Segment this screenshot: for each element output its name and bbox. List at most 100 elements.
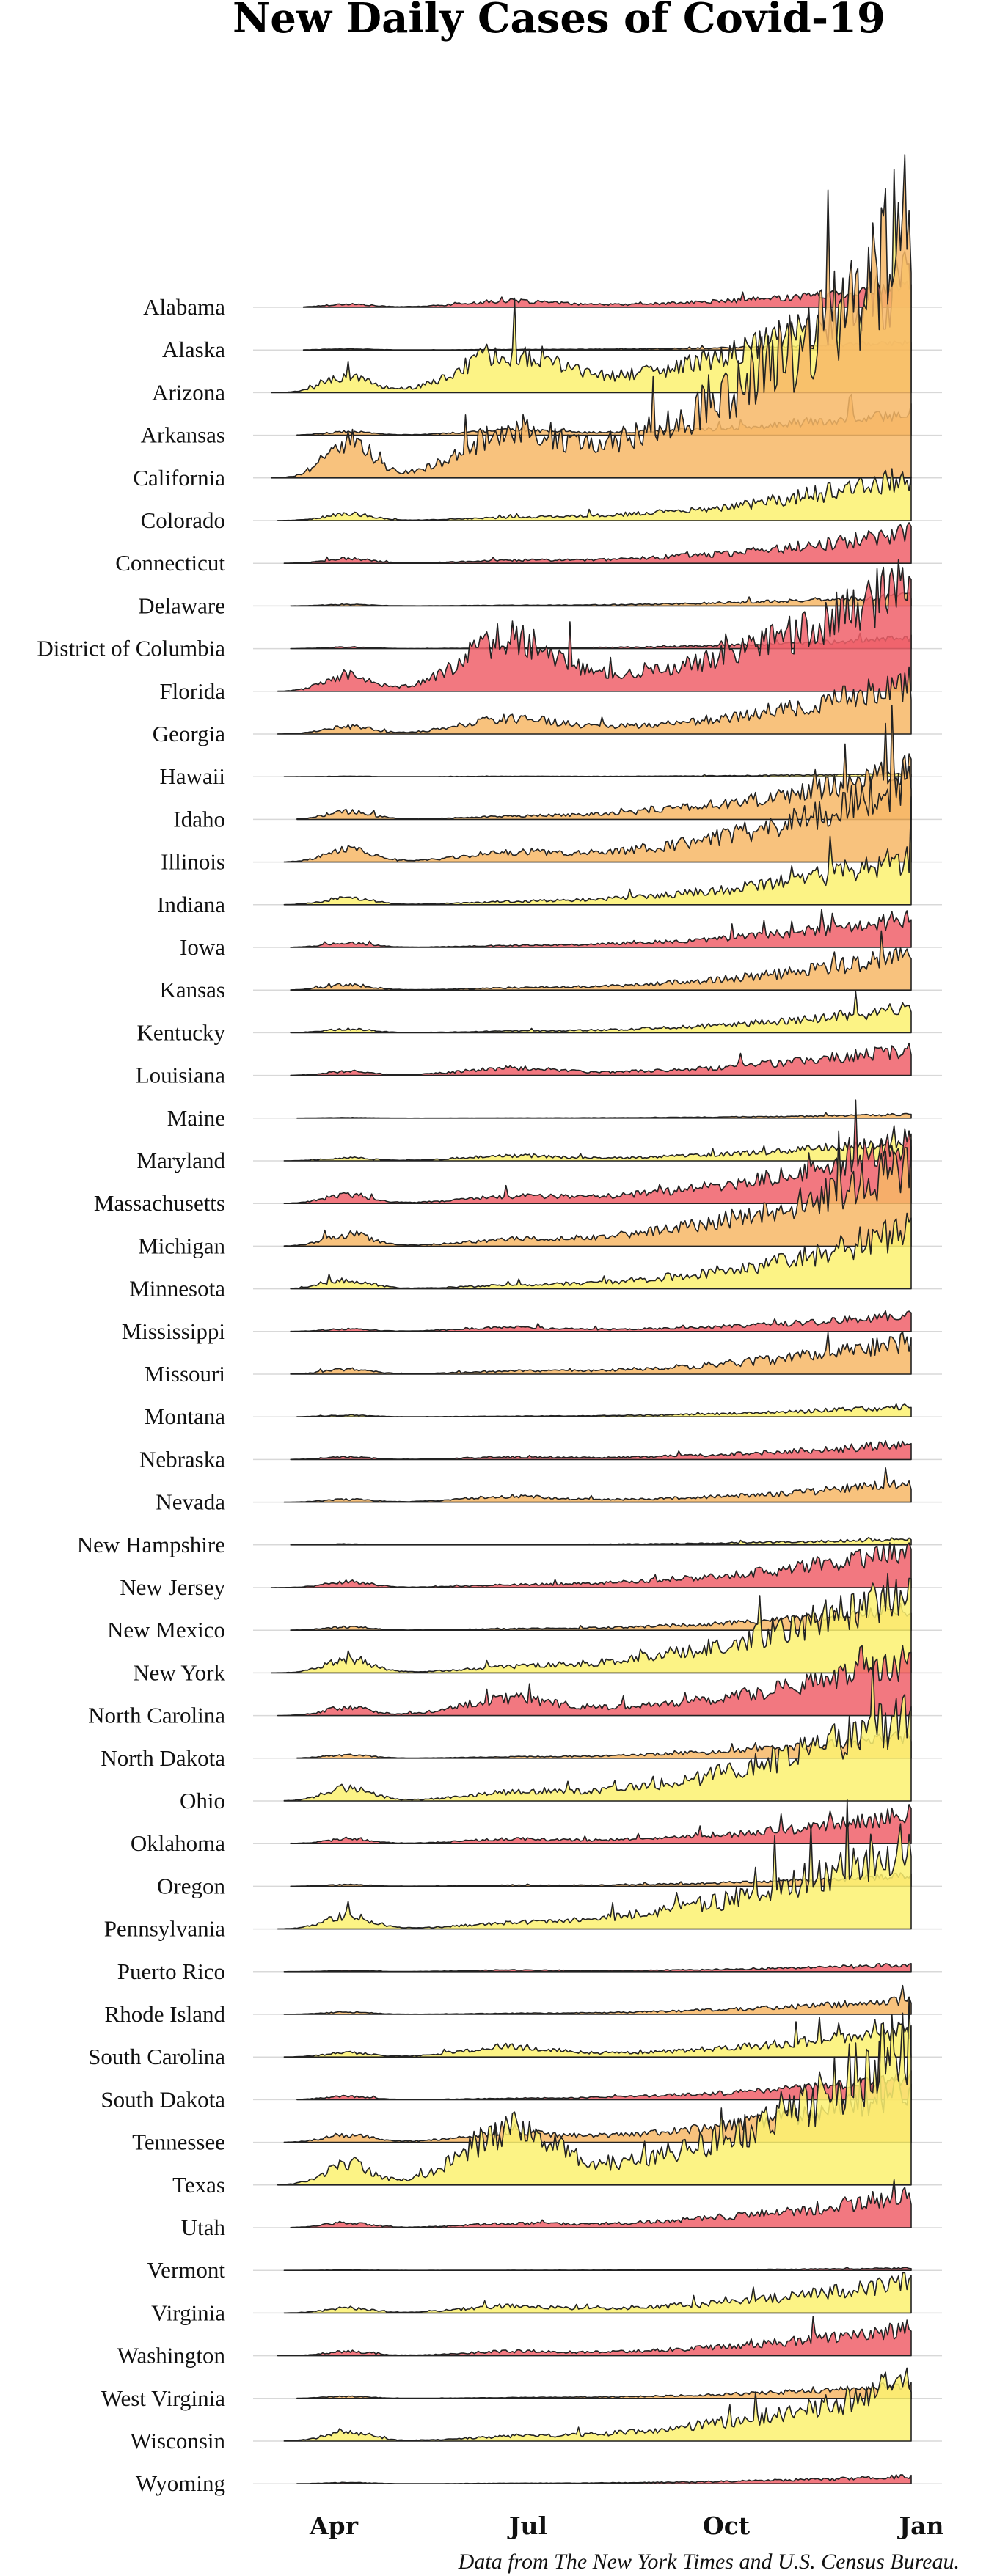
state-label: Arkansas [141,422,225,448]
state-label: Arizona [152,379,225,405]
series-area [283,796,912,906]
series-area [296,2381,912,2399]
series-area [290,1804,912,1844]
state-label: Ohio [180,1788,225,1813]
state-label: District of Columbia [37,636,225,661]
ridge-mississippi: Mississippi [122,1310,942,1344]
series-area [277,1997,912,2186]
ridge-missouri: Missouri [145,1331,942,1387]
state-label: Minnesota [129,1276,225,1302]
ridge-kansas: Kansas [159,930,942,1002]
ridge-nebraska: Nebraska [139,1440,942,1472]
state-label: Maine [167,1105,225,1131]
state-label: Colorado [141,507,225,533]
state-label: Texas [172,2172,225,2198]
state-label: Wyoming [136,2470,225,2496]
series-area [277,1645,912,1717]
state-label: Kentucky [136,1019,225,1045]
state-label: Oklahoma [131,1830,225,1856]
series-area [290,1310,912,1332]
series-area [290,1536,912,1546]
state-label: Missouri [145,1361,226,1387]
ridge-michigan: Michigan [138,1130,942,1258]
ridge-iowa: Iowa [180,909,942,960]
series-area [283,1130,912,1247]
series-area [277,666,912,735]
ridge-maine: Maine [167,1105,942,1131]
series-area [271,168,912,394]
state-label: South Dakota [101,2086,225,2112]
state-label: Mississippi [122,1318,226,1344]
state-label: Rhode Island [105,2001,226,2027]
ridge-new-hampshire: New Hampshire [77,1532,942,1557]
ridge-montana: Montana [145,1403,942,1429]
state-label: Hawaii [159,763,225,789]
x-tick-label: Jul [507,2511,547,2540]
series-area [277,468,912,521]
state-label: Alabama [143,294,225,320]
series-area [290,909,912,948]
state-label: California [133,465,225,491]
ridge-hawaii: Hawaii [159,763,942,789]
ridge-florida: Florida [159,559,942,704]
ridge-washington: Washington [117,2316,942,2368]
ridge-north-carolina: North Carolina [88,1645,942,1728]
ridge-delaware: Delaware [138,592,942,618]
state-label: Florida [159,678,225,704]
state-label: Tennessee [132,2129,225,2155]
state-label: South Carolina [88,2044,225,2069]
ridge-puerto-rico: Puerto Rico [117,1959,942,1984]
state-label: West Virginia [101,2385,226,2411]
ridge-utah: Utah [181,2179,942,2240]
ridges-group: Alabama Alaska Arizona Arkansas California Co… [37,154,942,2496]
series-area [277,2316,912,2357]
ridge-pennsylvania: Pennsylvania [104,1799,942,1942]
state-label: Illinois [161,849,225,875]
ridge-south-carolina: South Carolina [88,2016,942,2069]
series-area [290,1212,912,1290]
ridge-nevada: Nevada [156,1467,942,1515]
series-area [277,559,912,692]
series-area [290,1603,912,1631]
state-label: Puerto Rico [117,1959,225,1984]
ridge-kentucky: Kentucky [136,991,942,1045]
state-label: North Dakota [101,1745,225,1771]
ridge-texas: Texas [172,1997,942,2198]
series-area [296,2070,912,2101]
state-label: Maryland [136,1148,225,1173]
series-area [296,2474,912,2484]
ridge-wyoming: Wyoming [136,2470,942,2496]
series-area [290,1042,912,1076]
series-area [271,154,912,479]
x-tick-label: Oct [703,2511,751,2540]
series-area [283,2272,912,2314]
state-label: New Mexico [107,1617,225,1643]
series-area [283,2016,912,2058]
series-area [283,771,912,777]
series-area [283,1656,912,1802]
ridge-indiana: Indiana [157,796,942,917]
series-area [283,1467,912,1503]
state-label: Pennsylvania [104,1916,226,1942]
ridge-virginia: Virginia [151,2272,942,2325]
series-area [271,1542,912,1588]
ridge-wisconsin: Wisconsin [130,2367,942,2454]
series-area [296,1112,912,1119]
ridge-maryland: Maryland [136,1125,942,1173]
series-area [283,1984,912,2015]
ridge-rhode-island: Rhode Island [105,1984,942,2027]
state-label: Iowa [180,934,225,960]
ridge-california: California [133,154,942,491]
state-label: Connecticut [115,550,225,576]
state-label: Michigan [138,1233,225,1258]
ridge-new-jersey: New Jersey [120,1542,942,1600]
state-label: Alaska [162,337,225,362]
state-label: Delaware [138,592,225,618]
series-area [290,991,912,1034]
x-tick-label: Jan [897,2511,944,2540]
ridge-illinois: Illinois [161,705,942,875]
ridge-oklahoma: Oklahoma [131,1804,942,1856]
series-area [290,592,912,607]
ridge-minnesota: Minnesota [129,1212,942,1302]
